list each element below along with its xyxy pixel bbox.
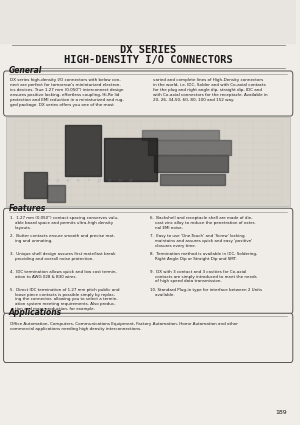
Text: Office Automation, Computers, Communications Equipment, Factory Automation, Home: Office Automation, Computers, Communicat… [11,322,238,331]
FancyBboxPatch shape [4,208,293,314]
Text: 7.  Easy to use 'One-Touch' and 'Screw' locking
    maintains and assures quick : 7. Easy to use 'One-Touch' and 'Screw' l… [150,234,252,248]
Bar [148,140,231,155]
Text: 8.  Termination method is available in IDC, Soldering,
    Right Angle Dip or St: 8. Termination method is available in ID… [150,252,257,261]
Text: 3.  Unique shell design assures first mate/last break
    providing and overall : 3. Unique shell design assures first mat… [11,252,116,261]
Text: 1.  1.27 mm (0.050") contact spacing conserves valu-
    able board space and pe: 1. 1.27 mm (0.050") contact spacing cons… [11,216,119,230]
FancyBboxPatch shape [4,71,293,116]
Text: General: General [9,66,42,76]
Text: 5.  Direct IDC termination of 1.27 mm pitch public and
    loose piece contacts : 5. Direct IDC termination of 1.27 mm pit… [11,288,120,311]
Text: 4.  IDC termination allows quick and low cost termin-
    ation to AWG 028 & B30: 4. IDC termination allows quick and low … [11,270,117,278]
Text: Applications: Applications [9,308,62,317]
Bar [154,155,228,172]
Text: Features: Features [9,204,46,213]
Text: HIGH-DENSITY I/O CONNECTORS: HIGH-DENSITY I/O CONNECTORS [64,55,233,65]
Bar [24,172,47,198]
Bar [142,130,219,140]
Bar [47,185,65,202]
Text: э    л    е    к    т    р    о    н    и: э л е к т р о н и [46,178,132,183]
Text: 10. Standard Plug-in type for interface between 2 Units
    available.: 10. Standard Plug-in type for interface … [150,288,262,297]
FancyBboxPatch shape [4,313,293,363]
Text: 6.  Backshell and receptacle shell are made of die-
    cast zinc alloy to reduc: 6. Backshell and receptacle shell are ma… [150,216,255,230]
Text: 189: 189 [276,410,287,415]
Bar [65,125,101,176]
Text: 2.  Butter contacts ensure smooth and precise mat-
    ing and unmating.: 2. Butter contacts ensure smooth and pre… [11,234,116,243]
Bar [0,0,296,42]
Bar [160,174,225,185]
Text: varied and complete lines of High-Density connectors
in the world, i.e. IDC, Sol: varied and complete lines of High-Densit… [153,78,267,102]
Text: 9.  DX with 3 contact and 3 cavities for Co-axial
    contacts are simply introd: 9. DX with 3 contact and 3 cavities for … [150,270,256,283]
Text: DX SERIES: DX SERIES [120,45,176,55]
Bar [6,117,290,206]
Bar [104,138,157,181]
Text: DX series high-density I/O connectors with below con-
nect are perfect for tomor: DX series high-density I/O connectors wi… [11,78,124,107]
